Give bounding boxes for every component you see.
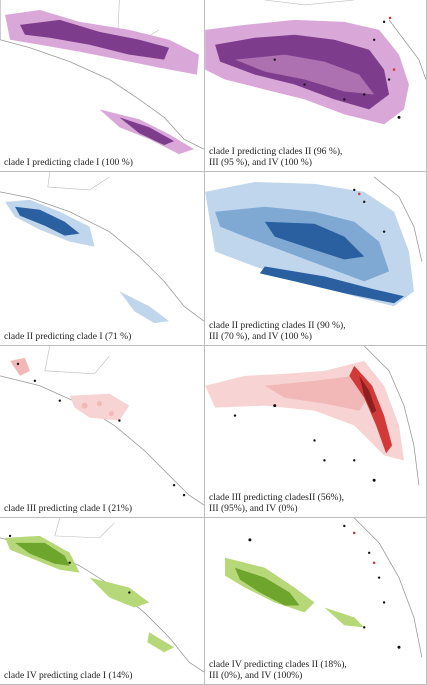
map-clade2-right — [205, 176, 423, 307]
panel-caption: clade II predicting clade I (71 %) — [4, 330, 200, 342]
panel-clade2-right: clade II predicting clades II (90 %), II… — [205, 172, 427, 346]
panel-caption: clade IV predicting clade I (14%) — [4, 669, 200, 681]
caption-line-1: clade IV predicting clades II (18%), — [209, 659, 347, 670]
panel-clade2-left: clade II predicting clade I (71 %) — [0, 172, 205, 346]
map-clade3-right — [205, 346, 420, 486]
map-clade1-left — [0, 0, 204, 155]
caption-line-1: clade I predicting clades II (96 %), — [209, 146, 343, 157]
map-clade3-left — [0, 346, 204, 506]
panel-clade4-right: clade IV predicting clades II (18%), III… — [205, 518, 427, 685]
panel-caption: clade II predicting clades II (90 %), II… — [209, 320, 422, 342]
panel-caption: clade III predicting clade I (21%) — [4, 502, 200, 514]
caption-line-1: clade III predicting clade I (21%) — [4, 502, 133, 514]
map-clade4-left — [0, 518, 204, 673]
map-clade2-left — [0, 172, 204, 324]
caption-line-2: III (95 %), and IV (100 %) — [209, 156, 312, 168]
caption-line-1: clade II predicting clades II (90 %), — [209, 320, 346, 331]
caption-line-1: clade III predicting cladesII (56%), — [209, 492, 345, 503]
caption-line-1: clade IV predicting clade I (14%) — [4, 669, 133, 681]
caption-line-1: clade II predicting clade I (71 %) — [4, 330, 132, 342]
caption-line-2: III (70 %), and IV (100 %) — [209, 330, 312, 342]
panel-caption: clade I predicting clade I (100 %) — [4, 156, 200, 168]
panel-caption: clade IV predicting clades II (18%), III… — [209, 659, 422, 681]
panel-clade3-left: clade III predicting clade I (21%) — [0, 346, 205, 518]
map-clade4-right — [225, 518, 423, 658]
caption-line-2: III (95%), and IV (0%) — [209, 502, 298, 514]
map-clade1-right — [205, 0, 426, 125]
caption-line-1: clade I predicting clade I (100 %) — [4, 156, 133, 168]
panel-clade1-right: clade I predicting clades II (96 %), III… — [205, 0, 427, 172]
panel-clade1-left: clade I predicting clade I (100 %) — [0, 0, 205, 172]
caption-line-2: III (0%), and IV (100%) — [209, 669, 303, 681]
panel-caption: clade I predicting clades II (96 %), III… — [209, 146, 422, 168]
panel-caption: clade III predicting cladesII (56%), III… — [209, 492, 422, 514]
panel-clade4-left: clade IV predicting clade I (14%) — [0, 518, 205, 685]
panel-clade3-right: clade III predicting cladesII (56%), III… — [205, 346, 427, 518]
